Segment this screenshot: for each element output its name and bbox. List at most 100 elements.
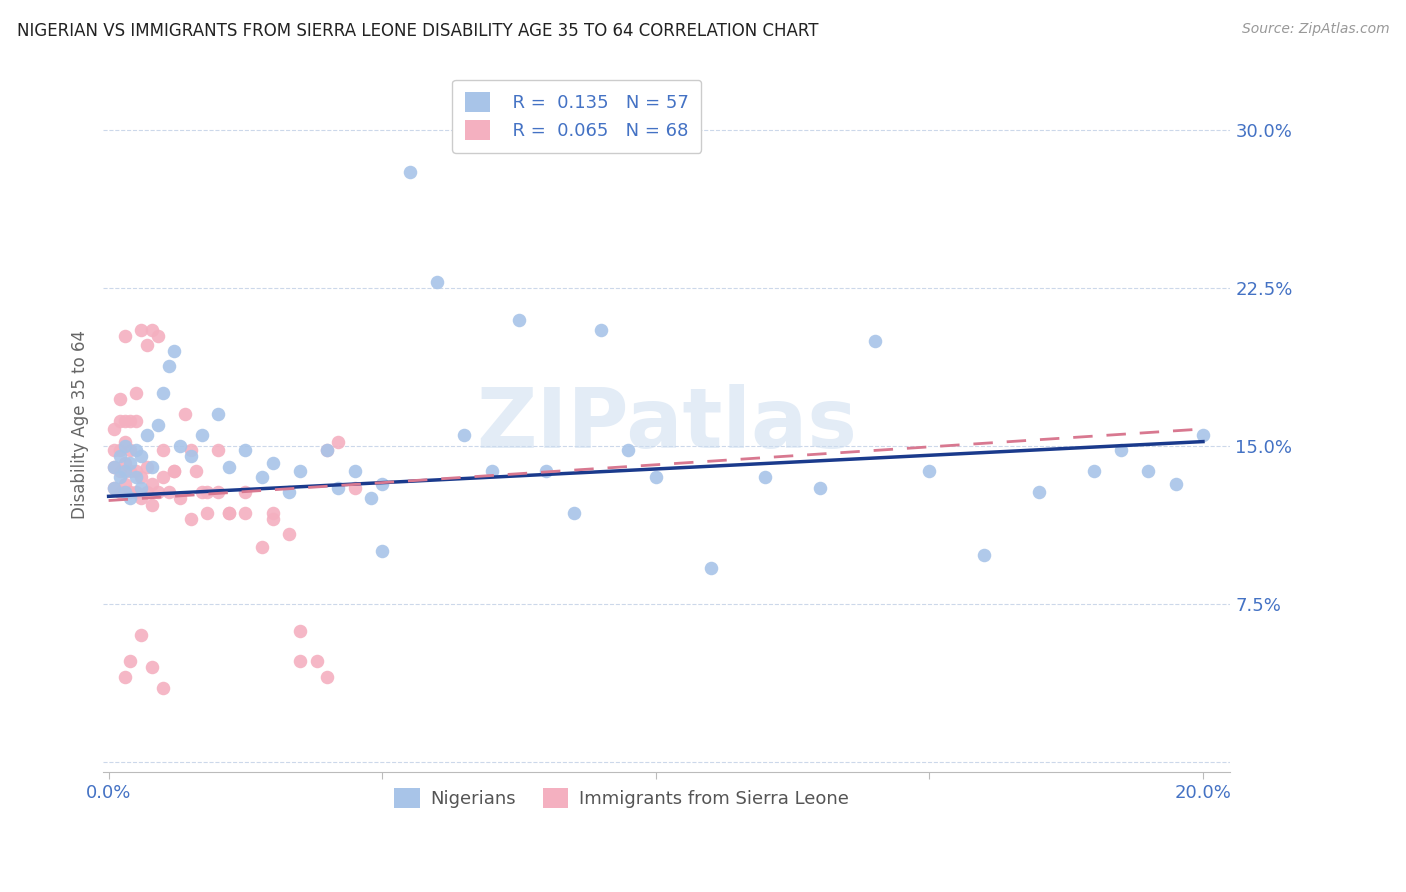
Point: [371, 476, 394, 491]
Point: [146, 485, 169, 500]
Point: [360, 491, 382, 506]
Point: [131, 470, 153, 484]
Point: [103, 481, 125, 495]
Point: [1083, 464, 1105, 478]
Point: [146, 329, 169, 343]
Point: [157, 485, 180, 500]
Point: [103, 422, 125, 436]
Point: [617, 443, 640, 458]
Point: [163, 464, 186, 478]
Point: [125, 443, 148, 458]
Point: [562, 506, 585, 520]
Y-axis label: Disability Age 35 to 64: Disability Age 35 to 64: [72, 330, 89, 519]
Point: [190, 485, 212, 500]
Point: [316, 670, 339, 684]
Legend: Nigerians, Immigrants from Sierra Leone: Nigerians, Immigrants from Sierra Leone: [387, 780, 856, 815]
Point: [1164, 476, 1187, 491]
Point: [120, 456, 142, 470]
Point: [108, 464, 131, 478]
Point: [103, 459, 125, 474]
Point: [120, 491, 142, 506]
Point: [398, 165, 420, 179]
Point: [278, 527, 301, 541]
Point: [1028, 485, 1050, 500]
Point: [125, 470, 148, 484]
Point: [103, 443, 125, 458]
Point: [235, 443, 257, 458]
Point: [218, 459, 240, 474]
Point: [278, 485, 301, 500]
Point: [125, 485, 148, 500]
Point: [235, 485, 257, 500]
Point: [918, 464, 941, 478]
Point: [120, 413, 142, 427]
Text: NIGERIAN VS IMMIGRANTS FROM SIERRA LEONE DISABILITY AGE 35 TO 64 CORRELATION CHA: NIGERIAN VS IMMIGRANTS FROM SIERRA LEONE…: [17, 22, 818, 40]
Point: [808, 481, 831, 495]
Point: [1109, 443, 1132, 458]
Point: [1192, 428, 1215, 442]
Point: [141, 323, 163, 337]
Point: [114, 329, 136, 343]
Point: [146, 417, 169, 432]
Point: [135, 459, 157, 474]
Point: [180, 450, 202, 464]
Point: [1137, 464, 1160, 478]
Point: [190, 428, 212, 442]
Point: [453, 428, 475, 442]
Point: [108, 413, 131, 427]
Point: [152, 470, 174, 484]
Point: [135, 428, 157, 442]
Point: [131, 450, 153, 464]
Point: [316, 443, 339, 458]
Point: [863, 334, 886, 348]
Point: [371, 544, 394, 558]
Point: [163, 344, 186, 359]
Point: [108, 485, 131, 500]
Point: [207, 443, 229, 458]
Point: [250, 540, 273, 554]
Point: [262, 456, 284, 470]
Point: [180, 512, 202, 526]
Point: [131, 323, 153, 337]
Point: [218, 506, 240, 520]
Point: [195, 485, 218, 500]
Point: [114, 456, 136, 470]
Point: [508, 312, 530, 326]
Point: [108, 470, 131, 484]
Point: [152, 443, 174, 458]
Text: Source: ZipAtlas.com: Source: ZipAtlas.com: [1241, 22, 1389, 37]
Point: [186, 464, 208, 478]
Point: [120, 464, 142, 478]
Point: [120, 653, 142, 667]
Point: [169, 491, 191, 506]
Point: [114, 485, 136, 500]
Point: [754, 470, 776, 484]
Point: [288, 624, 311, 638]
Point: [169, 439, 191, 453]
Point: [131, 491, 153, 506]
Point: [103, 459, 125, 474]
Point: [157, 359, 180, 373]
Point: [141, 498, 163, 512]
Point: [125, 464, 148, 478]
Point: [141, 660, 163, 674]
Point: [141, 476, 163, 491]
Point: [135, 485, 157, 500]
Point: [163, 464, 186, 478]
Point: [120, 443, 142, 458]
Point: [328, 481, 350, 495]
Point: [125, 386, 148, 401]
Point: [481, 464, 503, 478]
Point: [262, 512, 284, 526]
Point: [135, 338, 157, 352]
Point: [120, 485, 142, 500]
Point: [131, 628, 153, 642]
Point: [262, 506, 284, 520]
Point: [108, 443, 131, 458]
Point: [328, 434, 350, 449]
Point: [152, 386, 174, 401]
Point: [207, 485, 229, 500]
Point: [114, 670, 136, 684]
Point: [973, 548, 995, 562]
Point: [114, 476, 136, 491]
